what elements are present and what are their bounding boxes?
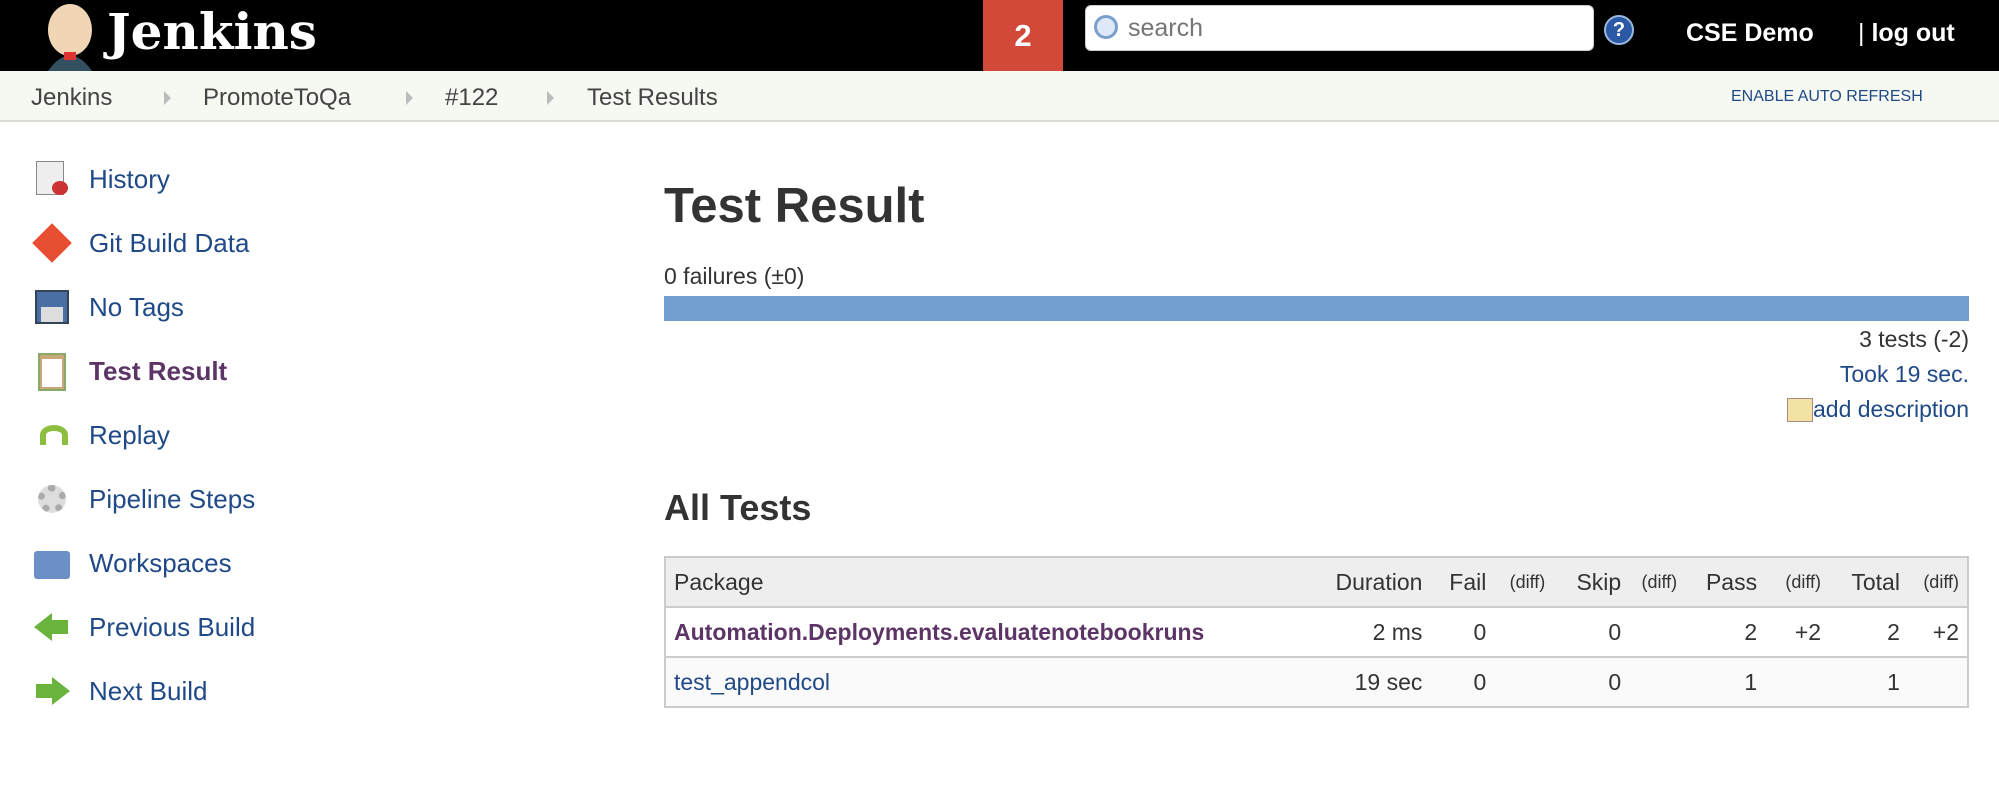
breadcrumb: Jenkins PromoteToQa #122 Test Results EN…: [0, 71, 1999, 122]
sidebar-item-git-build-data[interactable]: Git Build Data: [32, 221, 249, 265]
gear-icon: [32, 479, 72, 519]
cell-total: 2: [1829, 607, 1908, 658]
cell-fail: 0: [1430, 607, 1495, 658]
logout-link[interactable]: | log out: [1858, 19, 1955, 47]
cell-diff: [1907, 657, 1968, 708]
cell-skip: 0: [1553, 607, 1630, 658]
cell-diff: [1629, 657, 1686, 708]
search-icon: [1094, 15, 1118, 39]
breadcrumb-build[interactable]: #122: [445, 84, 499, 111]
package-link[interactable]: Automation.Deployments.evaluatenotebookr…: [674, 618, 1205, 645]
column-header-diff[interactable]: (diff): [1907, 557, 1968, 608]
search-box: [1085, 5, 1594, 51]
cell-diff: +2: [1765, 607, 1830, 658]
table-header: Package Duration Fail (diff) Skip (diff) Pass(…: [665, 557, 1968, 608]
all-tests-heading: All Tests: [664, 487, 812, 528]
sidebar-item-label[interactable]: Pipeline Steps: [89, 483, 256, 514]
sidebar-item-label[interactable]: Previous Build: [89, 611, 256, 642]
cell-diff: [1494, 607, 1554, 658]
cell-duration: 19 sec: [1313, 657, 1431, 708]
cell-pass: 1: [1685, 657, 1766, 708]
sidebar-item-pipeline-steps[interactable]: Pipeline Steps: [32, 477, 255, 521]
chevron-right-icon: [406, 91, 413, 105]
sidebar-item-label[interactable]: Git Build Data: [89, 227, 250, 258]
sidebar-item-test-result[interactable]: Test Result: [32, 349, 227, 393]
table-row: Automation.Deployments.evaluatenotebookr…: [665, 607, 1968, 658]
column-header-duration[interactable]: Duration: [1313, 557, 1431, 608]
took-link[interactable]: Took 19 sec.: [1839, 361, 1969, 387]
sidebar-item-label[interactable]: Test Result: [89, 355, 228, 386]
jenkins-logo[interactable]: [30, 0, 110, 71]
logout-label: log out: [1871, 19, 1955, 47]
test-table: Package Duration Fail (diff) Skip (diff) Pass(…: [664, 556, 1969, 708]
sidebar-item-next-build[interactable]: Next Build: [32, 669, 208, 713]
column-header-diff[interactable]: (diff): [1629, 557, 1686, 608]
sidebar-item-label[interactable]: Replay: [89, 419, 170, 450]
history-icon: [32, 159, 72, 199]
breadcrumb-job[interactable]: PromoteToQa: [203, 84, 352, 111]
sidebar-item-label[interactable]: Next Build: [89, 675, 208, 706]
failures-summary: 0 failures (±0): [664, 263, 805, 289]
column-header-diff[interactable]: (diff): [1494, 557, 1554, 608]
cell-diff: [1629, 607, 1686, 658]
column-header-skip[interactable]: Skip: [1553, 557, 1630, 608]
column-header-package[interactable]: Package: [665, 557, 1314, 608]
clipboard-icon: [32, 351, 72, 391]
page-title: Test Result: [664, 179, 925, 233]
tests-count: 3 tests (-2): [1859, 326, 1969, 352]
sidebar-item-label[interactable]: History: [89, 163, 170, 194]
notepad-icon: [1787, 397, 1813, 422]
cell-diff: +2: [1907, 607, 1968, 658]
column-header-total[interactable]: Total: [1829, 557, 1908, 608]
replay-icon: [32, 415, 72, 455]
test-progress-bar: [664, 296, 1969, 321]
user-link[interactable]: CSE Demo: [1686, 19, 1814, 47]
cell-duration: 2 ms: [1313, 607, 1431, 658]
cell-pass: 2: [1685, 607, 1766, 658]
package-cell: Automation.Deployments.evaluatenotebookr…: [665, 607, 1314, 658]
sidebar-item-workspaces[interactable]: Workspaces: [32, 541, 232, 585]
cell-skip: 0: [1553, 657, 1630, 708]
git-icon: [32, 223, 72, 263]
help-icon[interactable]: ?: [1604, 15, 1634, 45]
column-header-pass[interactable]: Pass: [1685, 557, 1766, 608]
notification-badge[interactable]: 2: [983, 0, 1063, 71]
sidebar-item-replay[interactable]: Replay: [32, 413, 170, 457]
cell-total: 1: [1829, 657, 1908, 708]
sidebar-item-label[interactable]: Workspaces: [89, 547, 232, 578]
brand-name[interactable]: Jenkins: [107, 2, 317, 61]
search-input[interactable]: [1128, 12, 1578, 44]
cell-fail: 0: [1430, 657, 1495, 708]
breadcrumb-jenkins[interactable]: Jenkins: [31, 84, 113, 111]
cell-diff: [1494, 657, 1554, 708]
arrow-right-icon: [32, 671, 72, 711]
chevron-right-icon: [547, 91, 554, 105]
column-header-diff[interactable]: (diff): [1765, 557, 1830, 608]
folder-icon: [32, 543, 72, 583]
package-link[interactable]: test_appendcol: [674, 668, 831, 695]
column-header-fail[interactable]: Fail: [1430, 557, 1495, 608]
sidebar-item-label[interactable]: No Tags: [89, 291, 184, 322]
enable-auto-refresh-link[interactable]: ENABLE AUTO REFRESH: [1731, 88, 1923, 105]
save-icon: [32, 287, 72, 327]
header: Jenkins 2 ? CSE Demo | log out: [0, 0, 1999, 71]
add-description-link[interactable]: add description: [1813, 396, 1969, 422]
breadcrumb-test-results[interactable]: Test Results: [587, 84, 718, 111]
cell-diff: [1765, 657, 1830, 708]
table-row: test_appendcol 19 sec 0 0 1 1: [665, 657, 1968, 708]
sidebar-item-previous-build[interactable]: Previous Build: [32, 605, 255, 649]
add-description: add description: [1787, 396, 1969, 423]
sidebar-item-history[interactable]: History: [32, 157, 170, 201]
arrow-left-icon: [32, 607, 72, 647]
sidebar-item-no-tags[interactable]: No Tags: [32, 285, 184, 329]
package-cell: test_appendcol: [665, 657, 1314, 708]
chevron-right-icon: [164, 91, 171, 105]
